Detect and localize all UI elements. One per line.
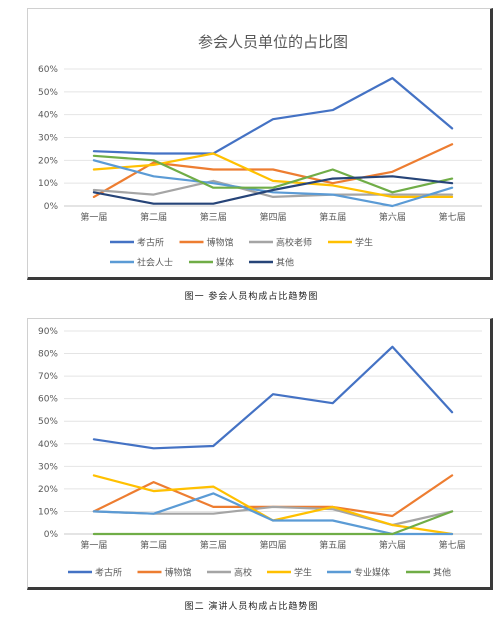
chart1-legend-label: 社会人士 [137,257,173,269]
chart1-y-tick-label: 0% [44,202,59,212]
chart1-series-line-6 [92,154,454,194]
figure-caption-2: 图二 演讲人员构成占比趋势图 [184,602,319,612]
chart2-y-tick-label: 40% [38,440,58,450]
chart1-series-line-2 [92,143,454,198]
chart2-y-tick-label: 30% [38,462,58,472]
chart1-legend-label: 博物馆 [207,237,234,249]
chart2-x-tick-label: 第五届 [319,539,346,551]
chart2-legend-label: 博物馆 [165,567,192,579]
chart1-legend-label: 考古所 [137,237,164,249]
chart1-y-tick-label: 10% [38,179,58,189]
chart1-y-tick-label: 20% [38,156,58,166]
chart2-x-tick-label: 第四届 [259,539,286,551]
chart-panel-2: 0% 10% 20% 30% 40% 50% 60% 70% 80% 90% 第一届 第二届 第三届 第四… [27,318,493,590]
chart2-x-tick-label: 第六届 [379,539,406,551]
chart1-x-tick-label: 第五届 [319,211,346,223]
chart1-x-tick-label: 第七届 [439,211,466,223]
chart2-y-tick-label: 90% [38,327,58,337]
chart2-y-tick-label: 20% [38,485,58,495]
chart1-series-line-1 [92,76,454,155]
chart1-legend-label: 其他 [276,257,294,269]
chart1-title: 参会人员单位的占比图 [198,33,348,51]
chart2-legend-label: 学生 [294,567,312,579]
chart2-legend-label: 专业媒体 [354,567,390,579]
chart2-y-tick-label: 50% [38,417,58,427]
chart2-legend-label: 高校 [234,567,252,579]
chart2-x-tick-label: 第一届 [80,539,107,551]
chart2-series-line-3 [92,505,454,527]
figure-caption-1: 图一 参会人员构成占比趋势图 [184,292,319,302]
line-chart-1: 参会人员单位的占比图 0% 10% 20% 30% 40% 50% 60% 第一届 第二届 第三届 第… [38,33,482,269]
chart2-x-tick-label: 第三届 [200,539,227,551]
chart2-y-tick-label: 70% [38,372,58,382]
chart2-y-tick-label: 0% [44,530,59,540]
chart1-x-tick-label: 第六届 [379,211,406,223]
chart2-series-line-1 [92,345,454,450]
chart2-legend-label: 考古所 [95,567,122,579]
chart1-legend-label: 媒体 [216,257,234,269]
chart2-series-line-2 [92,474,454,518]
chart1-series-line-7 [92,175,454,205]
chart1-series-line-4 [92,152,454,198]
chart2-x-tick-label: 第二届 [140,539,167,551]
chart2-y-tick-label: 80% [38,350,58,360]
chart2-y-tick-label: 60% [38,395,58,405]
chart1-legend-label: 高校老师 [276,237,312,249]
chart2-legend-label: 其他 [433,567,451,579]
chart2-x-tick-label: 第七届 [439,539,466,551]
chart1-y-tick-label: 30% [38,134,58,144]
chart2-series-line-5 [92,492,454,536]
chart1-x-tick-label: 第一届 [80,211,107,223]
chart1-legend-label: 学生 [355,237,373,249]
chart1-x-tick-label: 第四届 [259,211,286,223]
chart-panel-1: 参会人员单位的占比图 0% 10% 20% 30% 40% 50% 60% 第一届 第二届 第三届 第… [27,8,493,280]
chart1-x-tick-label: 第三届 [200,211,227,223]
chart1-y-tick-label: 60% [38,65,58,75]
chart2-y-tick-label: 10% [38,507,58,517]
chart2-series-line-6 [92,510,454,536]
chart1-x-tick-label: 第二届 [140,211,167,223]
chart1-y-tick-label: 40% [38,111,58,121]
line-chart-2: 0% 10% 20% 30% 40% 50% 60% 70% 80% 90% 第一届 第二届 第三届 第四… [38,327,482,579]
chart1-y-tick-label: 50% [38,88,58,98]
chart1-series-line-3 [92,179,454,198]
chart1-series-line-5 [92,159,454,208]
